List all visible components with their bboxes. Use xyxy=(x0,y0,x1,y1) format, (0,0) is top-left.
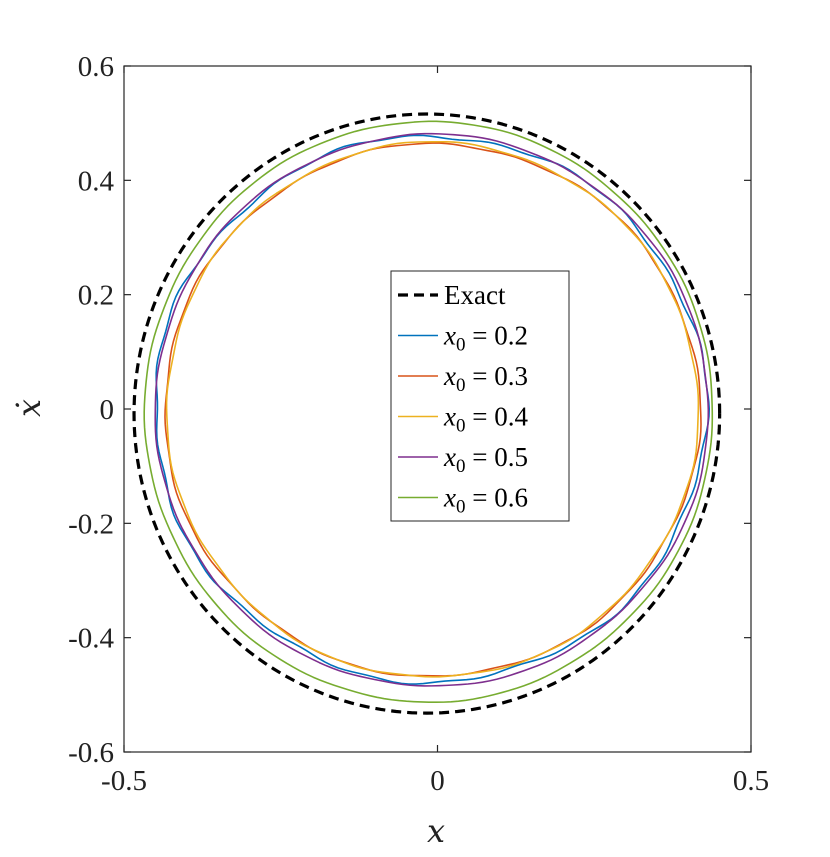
legend-label-sub-3: 0 xyxy=(456,416,466,437)
series-line-4 xyxy=(154,132,710,687)
legend-label-1: x0 = 0.2 xyxy=(443,321,528,356)
series-line-1 xyxy=(155,134,711,685)
series-line-3 xyxy=(165,140,700,678)
series-line-0 xyxy=(132,112,722,715)
legend-label-sub-2: 0 xyxy=(456,375,466,396)
legend-label-2: x0 = 0.3 xyxy=(443,361,528,396)
legend-label-var-3: x xyxy=(443,402,456,432)
y-axis-label: ẋ xyxy=(10,399,48,417)
legend-label-value-4: = 0.5 xyxy=(465,442,527,472)
x-tick-label-2: 0.5 xyxy=(733,765,769,797)
x-axis-label: x xyxy=(427,812,445,850)
y-tick-label-2: -0.2 xyxy=(68,508,114,540)
legend-box xyxy=(390,270,570,522)
legend-label-5: x0 = 0.6 xyxy=(443,483,528,518)
x-tick-label-0: -0.5 xyxy=(101,765,147,797)
legend-label-sub-5: 0 xyxy=(456,497,466,518)
legend-label-value-1: = 0.2 xyxy=(465,321,527,351)
series-line-5 xyxy=(143,120,714,704)
tick-labels: -0.5 0 0.5 -0.6 -0.4 -0.2 0 0.2 0.4 0.6 xyxy=(68,51,769,797)
legend-label-var-5: x xyxy=(443,483,456,513)
legend-label-var-1: x xyxy=(443,321,456,351)
legend-label-var-4: x xyxy=(443,442,456,472)
legend-label-value-3: = 0.4 xyxy=(465,402,528,432)
y-tick-label-0: -0.6 xyxy=(68,737,114,769)
legend-label-value-2: = 0.3 xyxy=(465,361,527,391)
legend-label-3: x0 = 0.4 xyxy=(443,402,528,437)
y-tick-label-4: 0.2 xyxy=(78,280,114,312)
y-tick-label-6: 0.6 xyxy=(78,51,114,83)
y-tick-label-5: 0.4 xyxy=(78,165,115,197)
legend-label-value-5: = 0.6 xyxy=(465,483,527,513)
x-tick-label-1: 0 xyxy=(430,765,445,797)
legend-label-var-2: x xyxy=(443,361,456,391)
legend-label-sub-1: 0 xyxy=(456,335,466,356)
series-layer xyxy=(132,112,722,715)
legend-label-4: x0 = 0.5 xyxy=(443,442,528,477)
y-tick-label-1: -0.4 xyxy=(68,623,114,655)
legend-label-sub-4: 0 xyxy=(456,456,466,477)
axes xyxy=(123,65,752,753)
legend-label-0: Exact xyxy=(444,280,506,310)
y-tick-label-3: 0 xyxy=(100,394,115,426)
